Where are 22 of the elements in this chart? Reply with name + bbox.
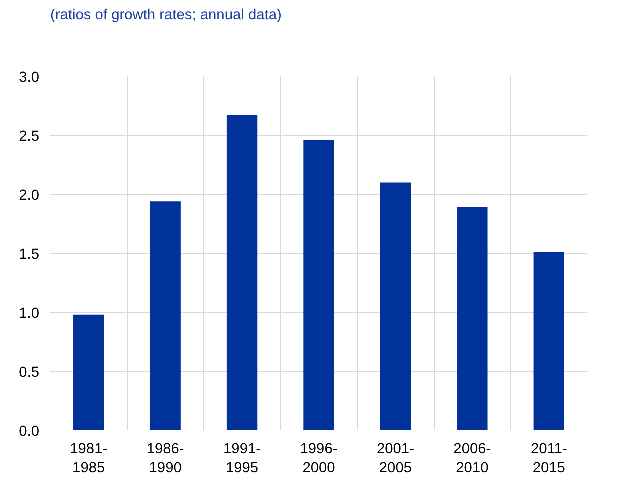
x-tick-label: 2006-2010 <box>454 442 492 477</box>
y-tick-label: 2.5 <box>19 129 40 145</box>
y-tick-label: 1.5 <box>19 247 40 263</box>
bar <box>457 207 488 430</box>
x-tick-label: 1991-1995 <box>224 442 262 477</box>
y-tick-label: 3.0 <box>19 70 40 86</box>
y-tick-label: 1.0 <box>19 306 40 322</box>
bar <box>150 202 181 430</box>
bar <box>380 182 412 430</box>
y-tick-label: 0.0 <box>19 424 40 440</box>
bar <box>74 314 104 430</box>
y-tick-label: 2.0 <box>19 188 40 204</box>
chart-subtitle: (ratios of growth rates; annual data) <box>50 8 282 24</box>
bar <box>534 252 564 430</box>
x-tick-label: 2011-2015 <box>530 442 568 477</box>
bar <box>304 140 334 430</box>
x-tick-label: 2001-2005 <box>376 442 415 477</box>
x-tick-label: 1986-1990 <box>146 442 184 477</box>
bar <box>226 115 258 430</box>
x-tick-label: 1981-1985 <box>70 442 108 477</box>
y-tick-label: 0.5 <box>19 365 40 381</box>
x-tick-label: 1996-2000 <box>300 442 338 477</box>
